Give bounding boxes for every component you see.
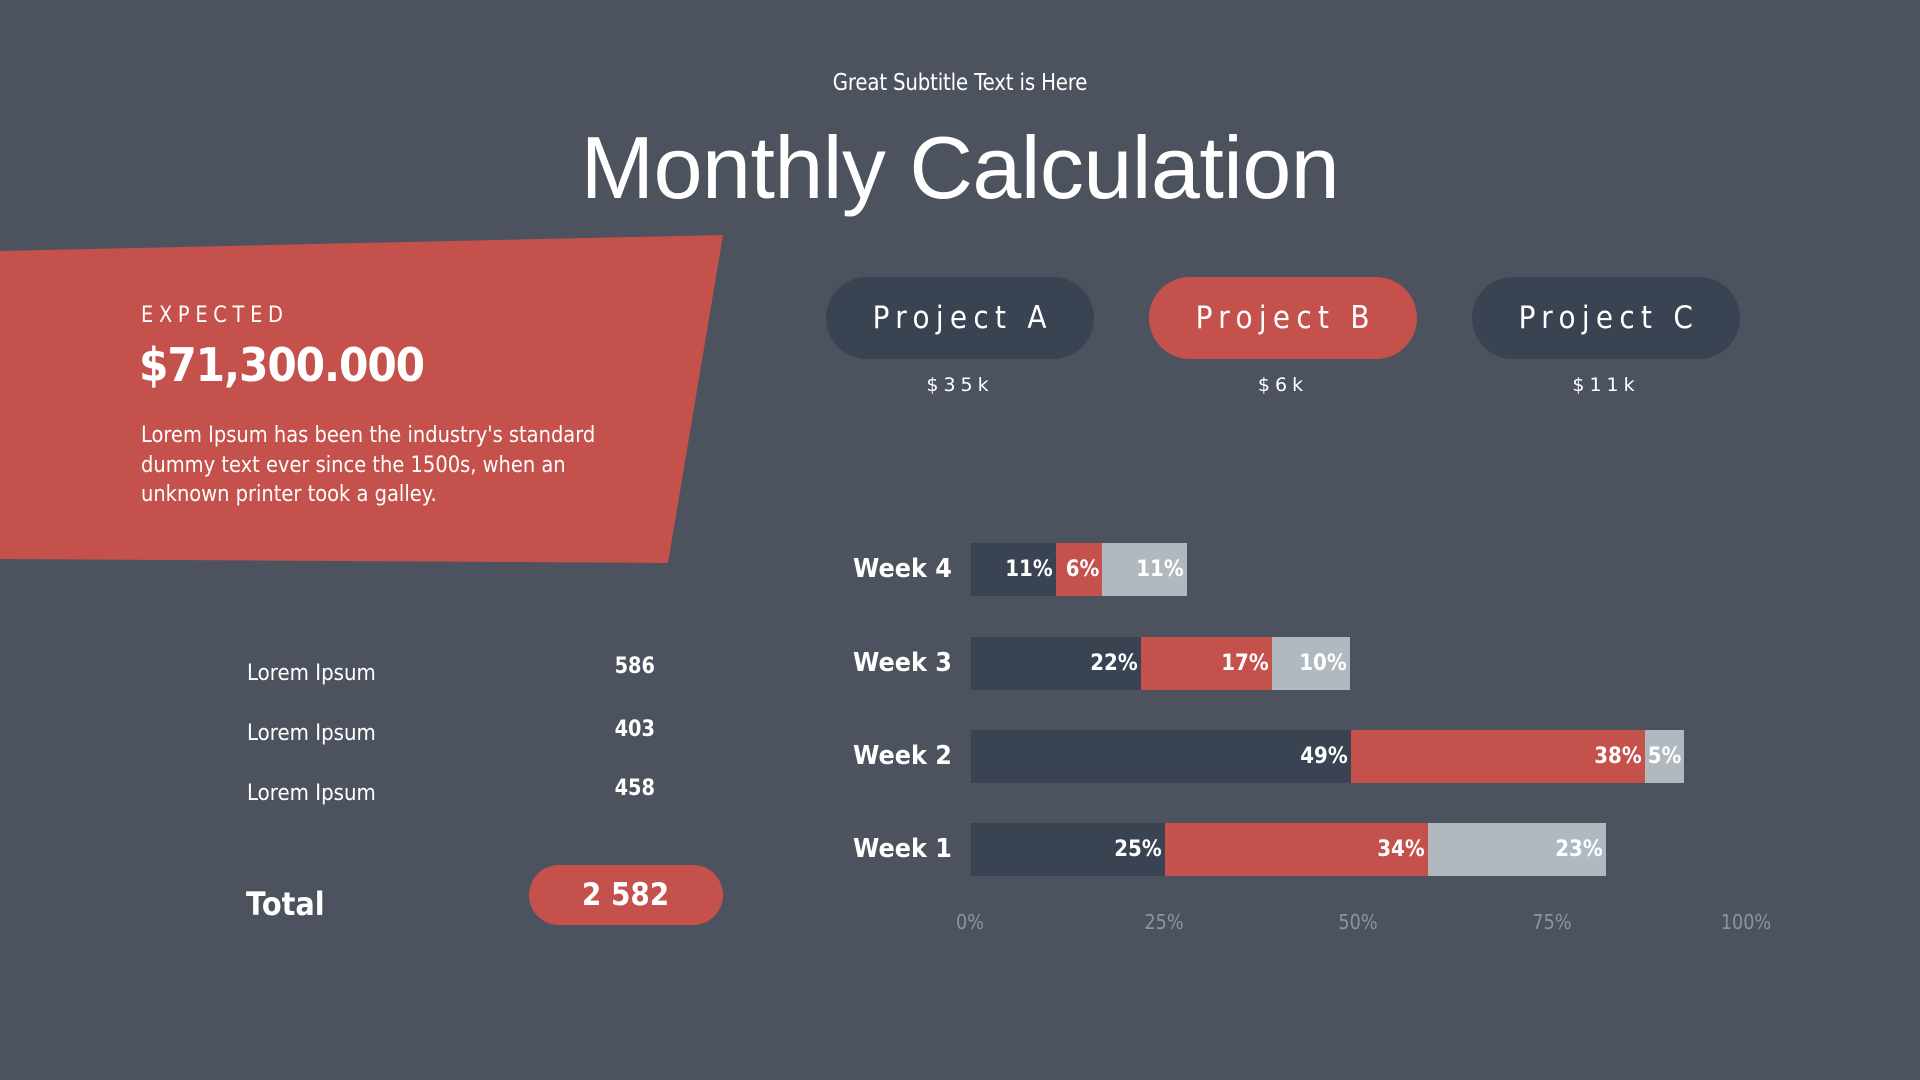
x-axis-tick: 50% (1338, 910, 1378, 934)
total-badge: 2 582 (529, 865, 723, 925)
x-axis-tick: 25% (1144, 910, 1184, 934)
bar-segment-project-c: 5% (1645, 730, 1684, 783)
bar-segment-project-a: 11% (971, 543, 1056, 596)
expected-label: EXPECTED (141, 303, 289, 328)
project-b-button[interactable]: Project B (1149, 277, 1417, 359)
project-a-label: Project A (873, 300, 1054, 336)
project-b-value: $6k (1257, 374, 1309, 396)
project-c-value: $11k (1572, 374, 1640, 396)
subtitle: Great Subtitle Text is Here (832, 70, 1088, 96)
project-a-button[interactable]: Project A (826, 277, 1094, 359)
bar-row-week-3: 22% 17% 10% (971, 637, 1350, 690)
bar-value-label: 25% (1114, 837, 1162, 862)
bar-segment-project-b: 17% (1141, 637, 1272, 690)
total-value: 2 582 (582, 877, 670, 913)
bar-value-label: 10% (1299, 651, 1347, 676)
bar-value-label: 22% (1090, 651, 1138, 676)
x-axis-tick: 0% (956, 910, 984, 934)
bar-segment-project-a: 22% (971, 637, 1141, 690)
bar-segment-project-b: 6% (1056, 543, 1102, 596)
bar-segment-project-b: 38% (1351, 730, 1645, 783)
week-label: Week 4 (853, 554, 952, 584)
project-a-value: $35k (926, 374, 994, 396)
week-label: Week 2 (853, 741, 952, 771)
bar-value-label: 11% (1005, 557, 1053, 582)
bar-segment-project-c: 11% (1102, 543, 1187, 596)
page-title: Monthly Calculation (580, 118, 1340, 217)
bar-segment-project-b: 34% (1165, 823, 1428, 876)
project-b-label: Project B (1196, 300, 1377, 336)
week-label: Week 3 (853, 648, 952, 678)
table-row-label: Lorem Ipsum (247, 721, 376, 746)
project-c-label: Project C (1518, 300, 1700, 336)
x-axis-tick: 100% (1720, 910, 1772, 934)
table-row-value: 403 (614, 717, 655, 742)
table-row-value: 586 (614, 654, 655, 679)
bar-segment-project-c: 10% (1272, 637, 1350, 690)
bar-value-label: 6% (1065, 557, 1099, 582)
bar-row-week-2: 49% 38% 5% (971, 730, 1684, 783)
table-row-value: 458 (614, 776, 655, 801)
bar-segment-project-c: 23% (1428, 823, 1606, 876)
bar-segment-project-a: 25% (971, 823, 1165, 876)
x-axis-tick: 75% (1532, 910, 1572, 934)
bar-value-label: 34% (1377, 837, 1425, 862)
bar-value-label: 38% (1594, 744, 1642, 769)
bar-segment-project-a: 49% (971, 730, 1351, 783)
expected-description: Lorem Ipsum has been the industry's stan… (141, 423, 596, 507)
table-row-label: Lorem Ipsum (247, 781, 376, 806)
project-c-button[interactable]: Project C (1472, 277, 1740, 359)
bar-row-week-4: 11% 6% 11% (971, 543, 1187, 596)
bar-row-week-1: 25% 34% 23% (971, 823, 1606, 876)
week-label: Week 1 (853, 834, 952, 864)
bar-value-label: 23% (1555, 837, 1603, 862)
bar-value-label: 49% (1300, 744, 1348, 769)
bar-value-label: 11% (1136, 557, 1184, 582)
total-label: Total (246, 885, 325, 923)
table-row-label: Lorem Ipsum (247, 661, 376, 686)
expected-amount: $71,300.000 (139, 338, 425, 392)
bar-value-label: 17% (1221, 651, 1269, 676)
bar-value-label: 5% (1647, 744, 1681, 769)
